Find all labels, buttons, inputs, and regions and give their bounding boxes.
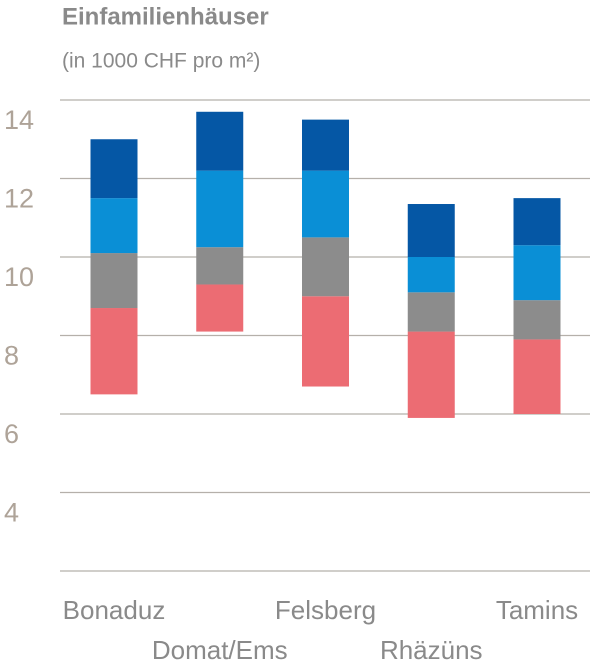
bar-segment [91,394,138,571]
y-tick-label: 6 [4,419,19,449]
bar-segment [196,247,244,285]
chart-subtitle: (in 1000 CHF pro m²) [62,50,260,73]
y-tick-label: 4 [4,498,19,528]
x-tick-label: Domat/Ems [152,635,288,665]
bar-segment [302,119,349,171]
bar-segment [513,245,561,301]
y-tick-label: 14 [4,105,34,135]
bar-segment [513,198,561,246]
y-tick-label: 10 [4,262,34,292]
bar-segment [408,418,455,571]
x-tick-label: Bonaduz [63,595,166,625]
bar-segment [196,170,244,248]
bar-segment [302,387,349,571]
bar-segment [407,204,455,257]
chart-title: Einfamilienhäuser [62,3,269,30]
bar-segment [90,308,138,395]
bar-segment [302,237,349,297]
y-tick-label: 12 [4,184,34,214]
bar-segment [196,284,244,332]
bar-segment [196,332,243,571]
bar-segment [407,292,455,332]
y-tick-label: 8 [4,341,19,371]
bar-segment [90,253,138,309]
x-tick-label: Felsberg [275,595,376,625]
bar-segment [514,414,561,571]
bar-segment [90,198,138,254]
bar-segment [407,331,455,418]
x-tick-label: Rhäzüns [380,635,483,665]
bar-segment [302,170,349,238]
bar-segment [302,296,349,387]
bar-segment [196,111,244,171]
bar-segment [513,339,561,414]
bar-segment [407,257,455,293]
bar-segment [90,139,138,199]
bar-segment [513,300,561,340]
x-tick-label: Tamins [496,595,578,625]
